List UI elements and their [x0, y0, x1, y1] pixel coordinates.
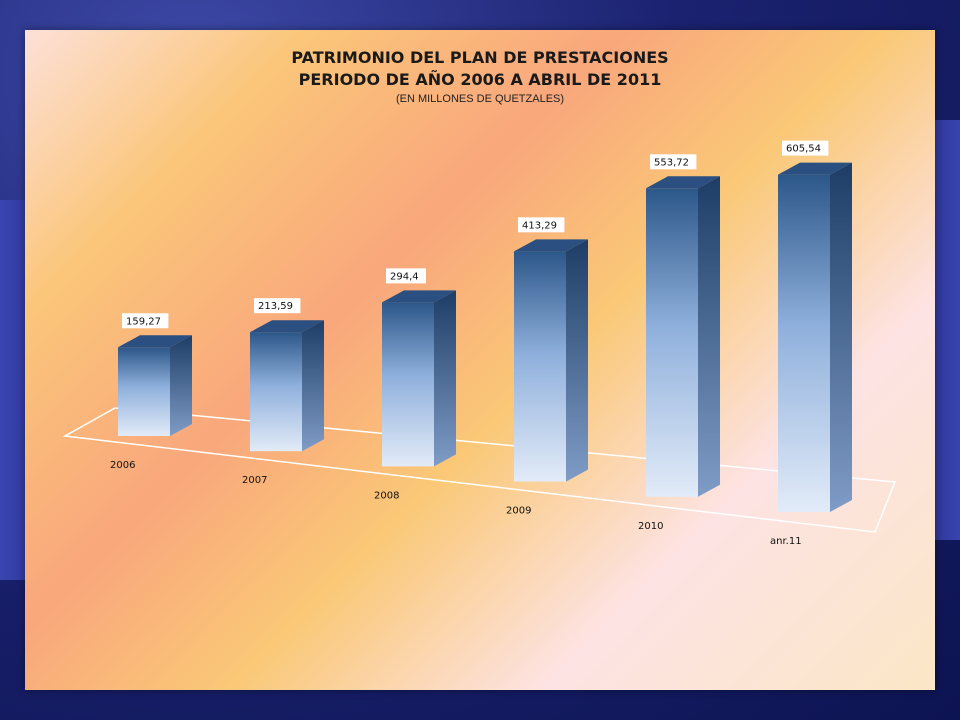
bar-top-2007	[250, 320, 324, 333]
data-label-box-2006	[122, 313, 169, 329]
data-label-2007: 213,59	[258, 301, 293, 312]
chart-units-note: (EN MILLONES DE QUETZALES)	[395, 93, 565, 105]
data-label-box-anr.11	[782, 140, 829, 156]
bar-2007	[250, 332, 302, 452]
data-label-box-2008	[386, 268, 426, 284]
slide: PATRIMONIO DEL PLAN DE PRESTACIONES PERI…	[25, 30, 935, 690]
x-tick-label-2007: 2007	[242, 475, 267, 486]
chart-title: PATRIMONIO DEL PLAN DE PRESTACIONES	[291, 48, 669, 67]
bar-2006	[118, 347, 170, 436]
data-label-2008: 294,4	[390, 271, 419, 282]
data-label-2006: 159,27	[126, 316, 161, 327]
data-label-box-2007	[254, 298, 301, 314]
bar-side-2006	[170, 335, 192, 436]
x-tick-label-2006: 2006	[110, 460, 135, 471]
data-label-box-2010	[650, 154, 697, 170]
bar-chart: 159,27 2006 213,59 2007 294,4 2008 413,29 2009 5…	[62, 140, 897, 547]
bar-top-2006	[118, 335, 192, 348]
data-label-box-2009	[518, 217, 565, 233]
chart-floor	[62, 407, 897, 533]
bar-side-2010	[698, 176, 720, 497]
bar-top-anr.11	[778, 162, 852, 175]
data-label-2009: 413,29	[522, 220, 557, 231]
x-tick-label-2010: 2010	[638, 521, 663, 532]
bar-anr.11	[778, 174, 830, 512]
data-label-2010: 553,72	[654, 157, 689, 168]
bar-top-2008	[382, 290, 456, 303]
chart-subtitle: PERIODO DE AÑO 2006 A ABRIL DE 2011	[298, 70, 662, 89]
bar-top-2009	[514, 239, 588, 252]
x-tick-label-anr.11: anr.11	[770, 536, 802, 547]
x-tick-label-2009: 2009	[506, 506, 531, 517]
bar-side-2007	[302, 320, 324, 452]
bar-2009	[514, 251, 566, 482]
bar-top-2010	[646, 176, 720, 189]
bar-side-anr.11	[830, 162, 852, 512]
bar-2008	[382, 302, 434, 467]
bar-2010	[646, 188, 698, 497]
bar-side-2009	[566, 239, 588, 482]
bar-side-2008	[434, 290, 456, 467]
x-tick-label-2008: 2008	[374, 490, 399, 501]
data-label-anr.11: 605,54	[786, 144, 821, 155]
